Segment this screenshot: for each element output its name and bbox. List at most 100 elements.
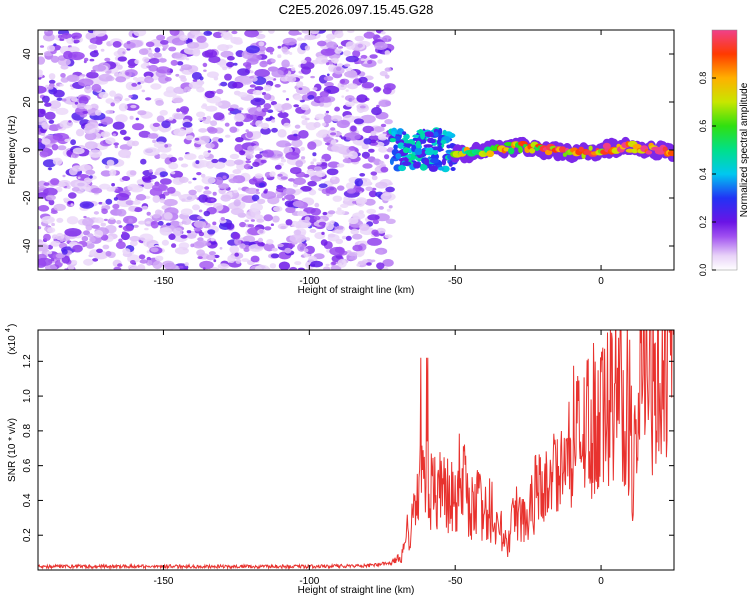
noise-blob [320,239,328,246]
noise-blob [46,86,54,90]
noise-blob [293,95,305,101]
transition-blob [401,161,412,167]
noise-blob [274,164,282,170]
noise-blob [190,30,201,36]
noise-blob [52,132,70,142]
noise-blob [156,115,165,123]
noise-blob [203,69,207,72]
noise-blob [380,166,389,173]
noise-blob [296,219,311,229]
noise-blob [212,191,217,196]
noise-blob [217,44,230,52]
noise-blob [59,238,64,242]
noise-blob [345,89,349,92]
noise-blob [352,49,361,58]
noise-blob [217,263,230,270]
noise-blob [180,163,189,168]
noise-blob [277,111,289,119]
noise-blob [106,186,116,192]
noise-blob [269,171,276,177]
noise-blob [371,229,379,236]
noise-blob [360,58,365,61]
noise-blob [130,260,136,265]
noise-blob [296,37,304,41]
noise-blob [234,239,242,246]
noise-blob [160,40,169,45]
noise-blob [278,261,290,270]
noise-blob [233,62,238,66]
noise-blob [235,137,244,143]
colorbar-tick-label: 0.6 [698,120,708,133]
noise-blob [220,81,228,87]
noise-blob [256,106,262,112]
colorbar-tick-label: 0.2 [698,216,708,229]
noise-blob [354,178,364,187]
noise-blob [367,237,382,246]
noise-blob [247,145,255,152]
noise-blob [385,218,396,224]
noise-blob [324,82,334,87]
noise-blob [205,242,212,246]
noise-blob [376,227,386,234]
x-tick-label: -100 [299,276,319,287]
noise-blob [364,198,376,206]
noise-blob [163,198,178,207]
noise-blob [263,84,272,92]
noise-blob [350,228,360,235]
snr-scale-close: ) [7,324,18,327]
noise-blob [296,210,308,217]
noise-blob [144,77,154,84]
noise-blob [138,130,151,138]
noise-blob [345,67,353,72]
x-tick-label: -100 [299,576,319,587]
noise-blob [55,253,66,259]
noise-blob [293,104,300,108]
noise-blob [160,126,168,133]
noise-blob [193,227,201,232]
noise-blob [373,158,382,166]
noise-blob [173,227,183,236]
noise-blob [92,64,106,72]
noise-blob [112,121,125,130]
noise-blob [284,195,292,200]
noise-blob [59,83,64,87]
noise-blob [49,100,61,109]
noise-blob [301,156,306,160]
noise-blob [313,166,323,172]
noise-blob [124,98,130,101]
noise-blob [155,99,164,106]
noise-blob [330,127,336,131]
noise-blob [374,41,388,50]
noise-blob [103,218,108,222]
noise-blob [285,151,300,160]
noise-blob [51,241,57,247]
noise-blob [388,205,393,209]
noise-blob [89,50,99,58]
noise-blob [150,83,162,90]
noise-blob [267,109,274,113]
noise-blob [55,232,65,241]
noise-blob [326,33,336,40]
noise-blob [348,217,359,225]
noise-blob [77,176,81,180]
noise-blob [234,252,239,257]
snr-ylabel: SNR (10 * v/v) [7,418,18,482]
noise-blob [197,256,203,260]
noise-blob [79,164,92,172]
noise-blob [176,61,184,66]
noise-blob [91,224,100,229]
noise-blob [63,197,70,202]
noise-blob [370,130,377,136]
noise-blob [195,160,200,165]
noise-blob [357,253,363,258]
noise-blob [265,117,273,122]
noise-blob [200,173,206,178]
x-tick-label: -150 [153,276,173,287]
noise-blob [245,187,259,195]
noise-blob [301,119,308,126]
noise-blob [366,208,377,215]
noise-blob [38,244,49,251]
transition-blob [398,164,406,172]
noise-blob [269,115,273,119]
noise-blob [277,173,283,177]
